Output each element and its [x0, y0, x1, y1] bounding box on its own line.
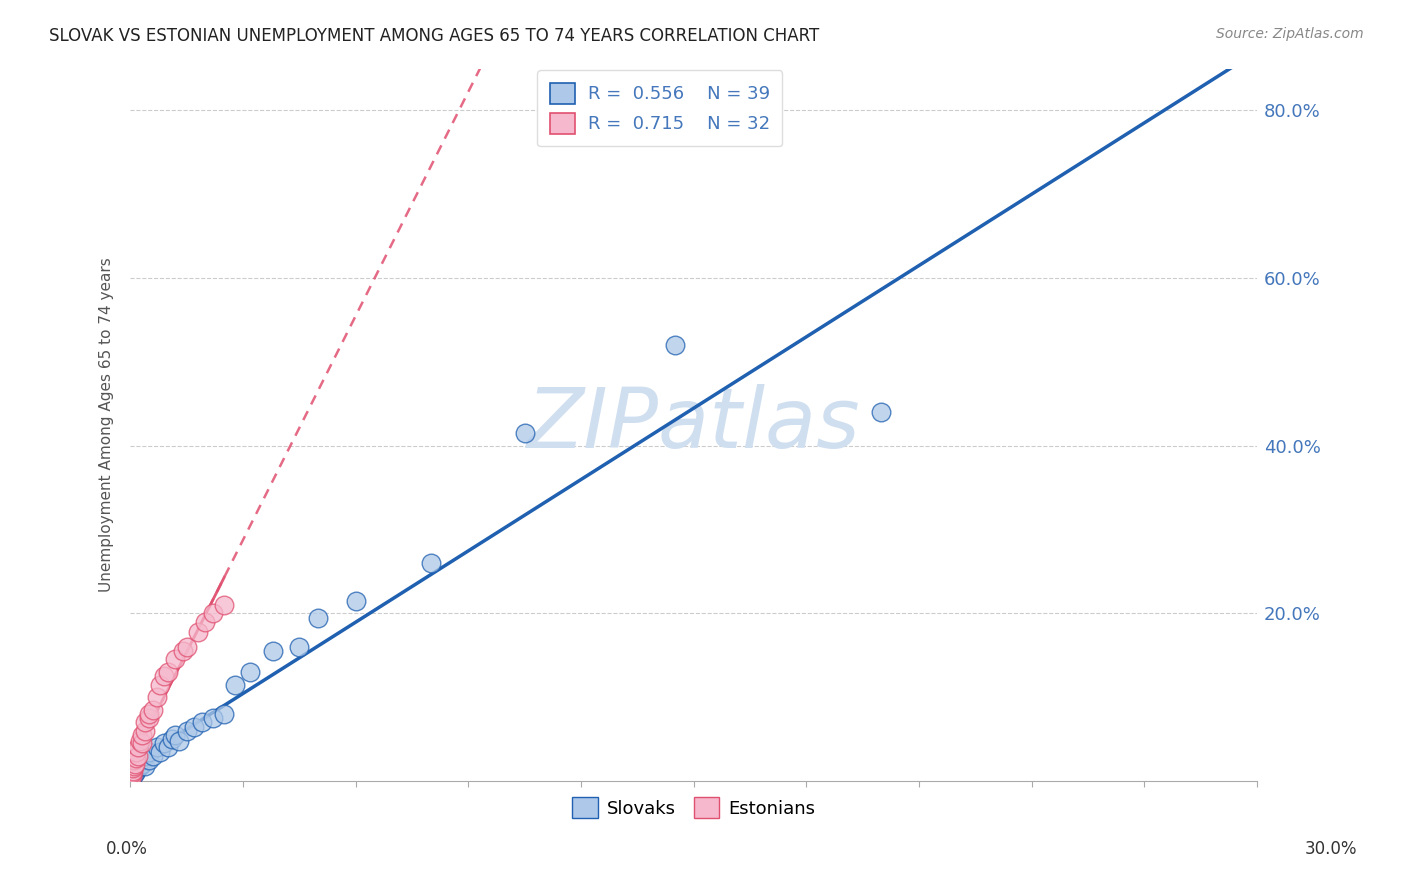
Point — [138, 706, 160, 721]
Point — [125, 745, 148, 759]
Point — [120, 770, 142, 784]
Point — [187, 624, 209, 639]
Point — [201, 711, 224, 725]
Point — [156, 665, 179, 679]
Point — [167, 733, 190, 747]
Point — [121, 769, 143, 783]
Text: 0.0%: 0.0% — [105, 840, 148, 858]
Point — [142, 748, 165, 763]
Point — [513, 426, 536, 441]
Point — [212, 598, 235, 612]
Point — [127, 761, 149, 775]
Point — [120, 770, 142, 784]
Point — [125, 764, 148, 778]
Text: 30.0%: 30.0% — [1305, 840, 1357, 858]
Point — [176, 640, 198, 654]
Point — [121, 767, 143, 781]
Point — [121, 765, 143, 780]
Point — [127, 740, 149, 755]
Point — [165, 728, 187, 742]
Text: Source: ZipAtlas.com: Source: ZipAtlas.com — [1216, 27, 1364, 41]
Point — [131, 753, 153, 767]
Point — [127, 757, 149, 772]
Point — [125, 750, 148, 764]
Point — [128, 733, 150, 747]
Point — [344, 594, 367, 608]
Point — [212, 706, 235, 721]
Point — [224, 677, 246, 691]
Point — [122, 769, 145, 783]
Point — [138, 745, 160, 759]
Point — [172, 644, 194, 658]
Point — [134, 715, 156, 730]
Point — [134, 748, 156, 763]
Point — [122, 765, 145, 780]
Point — [131, 736, 153, 750]
Point — [664, 338, 686, 352]
Point — [149, 745, 172, 759]
Point — [134, 723, 156, 738]
Point — [239, 665, 262, 679]
Point — [870, 405, 893, 419]
Point — [153, 736, 176, 750]
Point — [138, 711, 160, 725]
Point — [122, 761, 145, 775]
Legend: Slovaks, Estonians: Slovaks, Estonians — [565, 790, 823, 825]
Point — [262, 644, 284, 658]
Point — [307, 610, 329, 624]
Point — [201, 607, 224, 621]
Point — [165, 652, 187, 666]
Point — [138, 753, 160, 767]
Point — [183, 719, 205, 733]
Point — [153, 669, 176, 683]
Point — [131, 728, 153, 742]
Point — [160, 732, 183, 747]
Text: ZIPatlas: ZIPatlas — [527, 384, 860, 466]
Point — [134, 759, 156, 773]
Point — [127, 748, 149, 763]
Point — [120, 767, 142, 781]
Point — [124, 757, 146, 772]
Point — [122, 753, 145, 767]
Point — [419, 556, 441, 570]
Point — [145, 740, 167, 755]
Point — [156, 740, 179, 755]
Point — [190, 715, 212, 730]
Point — [122, 761, 145, 775]
Point — [176, 723, 198, 738]
Point — [145, 690, 167, 705]
Point — [149, 677, 172, 691]
Y-axis label: Unemployment Among Ages 65 to 74 years: Unemployment Among Ages 65 to 74 years — [100, 258, 114, 592]
Point — [128, 759, 150, 773]
Point — [121, 764, 143, 778]
Point — [288, 640, 311, 654]
Point — [194, 615, 217, 629]
Point — [122, 759, 145, 773]
Point — [142, 703, 165, 717]
Point — [124, 765, 146, 780]
Point — [131, 757, 153, 772]
Text: SLOVAK VS ESTONIAN UNEMPLOYMENT AMONG AGES 65 TO 74 YEARS CORRELATION CHART: SLOVAK VS ESTONIAN UNEMPLOYMENT AMONG AG… — [49, 27, 820, 45]
